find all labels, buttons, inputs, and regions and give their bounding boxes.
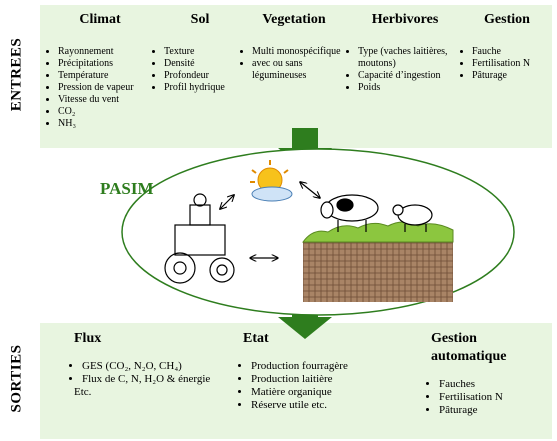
column-title: Herbivores [350, 12, 460, 28]
column-title: Sol [156, 12, 244, 28]
list-item: Profil hydrique [164, 82, 244, 94]
list-item: Précipitations [58, 58, 150, 70]
list-item: Matière organique [251, 386, 413, 399]
list-item: avec ou sans légumineuses [252, 58, 344, 82]
list-item: Production laitière [251, 373, 413, 386]
list-note: Etc. [74, 386, 234, 399]
list-item: Pâturage [472, 70, 550, 82]
list-item: GES (CO₂, N₂O, CH₄) [82, 360, 234, 373]
column: Gestion FaucheFertilisation NPâturage [464, 12, 550, 82]
item-list: RayonnementPrécipitationsTempératurePres… [50, 46, 150, 130]
column-title: Gestion automatique [431, 330, 546, 366]
list-item: Poids [358, 82, 460, 94]
model-label: PASIM [100, 179, 154, 198]
list-item: Fauches [439, 378, 546, 391]
list-item: Flux de C, N, H₂O & énergie [82, 373, 234, 386]
column-title: Climat [50, 12, 150, 28]
item-list: GES (CO₂, N₂O, CH₄)Flux de C, N, H₂O & é… [74, 360, 234, 399]
column: Herbivores Type (vaches laitières, mouton… [350, 12, 460, 94]
column: Climat RayonnementPrécipitationsTempératu… [50, 12, 150, 130]
item-list: FaucheFertilisation NPâturage [464, 46, 550, 82]
column: Etat Production fourragèreProduction lait… [243, 330, 413, 412]
list-item: NH₃ [58, 118, 150, 130]
list-item: Fertilisation N [472, 58, 550, 70]
item-list: TextureDensitéProfondeurProfil hydrique [156, 46, 244, 94]
list-item: Multi monospécifique [252, 46, 344, 58]
column: Flux GES (CO₂, N₂O, CH₄)Flux de C, N, H₂O… [74, 330, 234, 399]
item-list: Production fourragèreProduction laitière… [243, 360, 413, 412]
item-list: Multi monospécifiqueavec ou sans légumin… [244, 46, 344, 82]
column: Sol TextureDensitéProfondeurProfil hydriq… [156, 12, 244, 94]
list-item: Température [58, 70, 150, 82]
list-item: Texture [164, 46, 244, 58]
column-title: Flux [74, 330, 234, 348]
page: {"entrees": {"label": "ENTREES", "column… [0, 0, 557, 441]
column-title: Vegetation [244, 12, 344, 28]
list-item: Rayonnement [58, 46, 150, 58]
list-item: CO₂ [58, 106, 150, 118]
list-item: Profondeur [164, 70, 244, 82]
soil-block [303, 242, 453, 302]
list-item: Vitesse du vent [58, 94, 150, 106]
list-item: Production fourragère [251, 360, 413, 373]
column-title: Gestion [464, 12, 550, 28]
list-item: Pression de vapeur [58, 82, 150, 94]
item-list: Type (vaches laitières, moutons)Capacité… [350, 46, 460, 94]
list-item: Pâturage [439, 404, 546, 417]
column: Vegetation Multi monospécifiqueavec ou sa… [244, 12, 344, 82]
list-item: Densité [164, 58, 244, 70]
column: Gestion automatique FauchesFertilisation … [431, 330, 546, 417]
list-item: Type (vaches laitières, moutons) [358, 46, 460, 70]
list-item: Fauche [472, 46, 550, 58]
item-list: FauchesFertilisation NPâturage [431, 378, 546, 417]
list-item: Fertilisation N [439, 391, 546, 404]
list-item: Réserve utile etc. [251, 399, 413, 412]
list-item: Capacité d’ingestion [358, 70, 460, 82]
column-title: Etat [243, 330, 413, 348]
